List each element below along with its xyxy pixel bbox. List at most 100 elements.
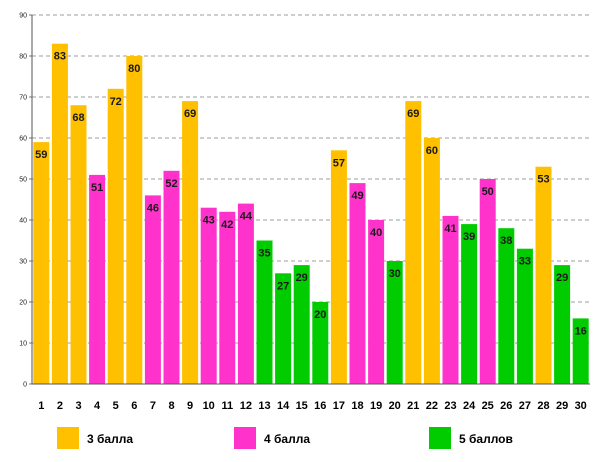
- bar-20: [386, 261, 403, 384]
- bar-19: [368, 220, 385, 384]
- bar-2: [51, 43, 68, 384]
- data-label-24: 39: [463, 231, 475, 243]
- data-label-3: 68: [72, 112, 84, 124]
- x-tick-label: 6: [131, 400, 137, 412]
- y-tick-label: 60: [19, 136, 27, 143]
- bar-21: [405, 101, 422, 384]
- x-tick-label: 5: [113, 400, 119, 412]
- bars: [33, 43, 589, 385]
- bar-22: [423, 138, 440, 384]
- data-label-30: 16: [575, 325, 587, 337]
- data-label-22: 60: [426, 145, 438, 157]
- x-tick-label: 3: [75, 400, 81, 412]
- x-tick-label: 28: [537, 400, 549, 412]
- data-label-17: 57: [333, 157, 345, 169]
- data-label-11: 42: [221, 219, 233, 231]
- y-tick-label: 0: [23, 382, 27, 389]
- x-tick-label: 21: [407, 400, 419, 412]
- y-tick-label: 40: [19, 218, 27, 225]
- bar-18: [349, 183, 366, 384]
- bar-26: [498, 228, 515, 384]
- x-tick-label: 17: [333, 400, 345, 412]
- data-label-9: 69: [184, 108, 196, 120]
- data-label-29: 29: [556, 272, 568, 284]
- x-tick-label: 11: [221, 400, 233, 412]
- bar-16: [312, 302, 329, 384]
- y-tick-label: 30: [19, 259, 27, 266]
- bar-15: [293, 265, 310, 384]
- bar-5: [107, 88, 124, 385]
- data-label-21: 69: [407, 108, 419, 120]
- bar-28: [535, 166, 552, 384]
- data-label-14: 27: [277, 280, 289, 292]
- x-tick-label: 1: [38, 400, 44, 412]
- data-label-20: 30: [389, 268, 401, 280]
- data-label-25: 50: [482, 186, 494, 198]
- legend-label-2: 4 балла: [264, 432, 310, 446]
- bar-4: [89, 174, 106, 384]
- x-tick-label: 16: [314, 400, 326, 412]
- bar-27: [516, 248, 533, 384]
- x-tick-label: 14: [277, 400, 290, 412]
- bar-14: [275, 273, 292, 384]
- axes: [29, 14, 590, 385]
- x-tick-label: 25: [482, 400, 494, 412]
- bar-11: [219, 211, 236, 384]
- y-tick-label: 90: [19, 13, 27, 20]
- data-label-23: 41: [444, 223, 456, 235]
- data-label-5: 72: [110, 96, 122, 108]
- data-labels: 59 83 68 51 72 80 46 52 69 43 42 44 35 27 29 20 57 49 40 30…: [35, 51, 587, 338]
- bar-24: [461, 224, 478, 384]
- x-tick-label: 18: [351, 400, 363, 412]
- x-tick-label: 9: [187, 400, 193, 412]
- bar-12: [237, 203, 254, 384]
- data-label-15: 29: [296, 272, 308, 284]
- legend-swatch-1: [57, 427, 79, 449]
- y-tick-label: 70: [19, 95, 27, 102]
- legend-label-1: 3 балла: [87, 432, 133, 446]
- bar-29: [554, 265, 571, 384]
- data-label-6: 80: [128, 63, 140, 75]
- legend-label-3: 5 баллов: [459, 432, 513, 446]
- x-tick-label: 19: [370, 400, 382, 412]
- x-tick-label: 15: [296, 400, 308, 412]
- bar-1: [33, 142, 50, 384]
- legend-swatch-3: [429, 427, 451, 449]
- x-tick-label: 27: [519, 400, 531, 412]
- data-label-16: 20: [314, 309, 326, 321]
- data-label-2: 83: [54, 51, 66, 63]
- x-tick-label: 30: [575, 400, 587, 412]
- bar-13: [256, 240, 273, 384]
- data-label-4: 51: [91, 182, 103, 194]
- x-tick-label: 4: [94, 400, 101, 412]
- bar-17: [330, 150, 347, 384]
- bar-7: [144, 195, 161, 384]
- bar-9: [182, 101, 199, 384]
- y-tick-label: 10: [19, 341, 27, 348]
- legend: 3 балла 4 балла 5 баллов: [57, 427, 513, 449]
- bar-25: [479, 179, 496, 384]
- x-tick-label: 13: [258, 400, 270, 412]
- x-tick-labels: 1 2 3 4 5 6 7 8 9 10 11 12 13 14 15 16 17 18 19 20 21 22 23 24 2…: [38, 400, 587, 412]
- data-label-19: 40: [370, 227, 382, 239]
- data-label-12: 44: [240, 211, 253, 223]
- x-tick-label: 12: [240, 400, 252, 412]
- x-tick-label: 2: [57, 400, 63, 412]
- data-label-28: 53: [537, 174, 549, 186]
- legend-swatch-2: [234, 427, 256, 449]
- x-tick-label: 10: [203, 400, 215, 412]
- x-tick-label: 22: [426, 400, 438, 412]
- x-tick-label: 23: [444, 400, 456, 412]
- bar-30: [572, 318, 589, 384]
- data-label-18: 49: [351, 190, 363, 202]
- bar-6: [126, 56, 143, 384]
- data-label-10: 43: [203, 215, 215, 227]
- data-label-8: 52: [165, 178, 177, 190]
- data-label-7: 46: [147, 202, 159, 214]
- data-label-1: 59: [35, 149, 47, 161]
- x-tick-label: 7: [150, 400, 156, 412]
- data-label-27: 33: [519, 256, 531, 268]
- y-tick-labels: 0 10 20 30 40 50 60 70 80 90: [19, 13, 27, 389]
- x-tick-label: 20: [389, 400, 401, 412]
